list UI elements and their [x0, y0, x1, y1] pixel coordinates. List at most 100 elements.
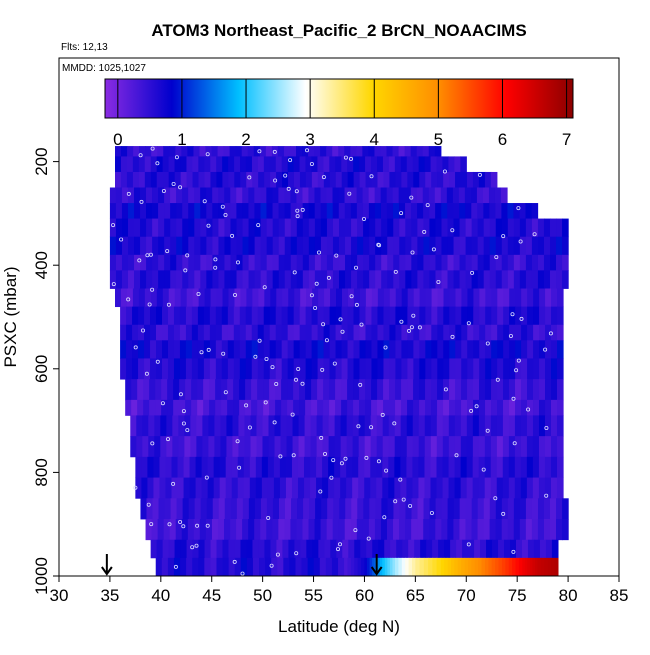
heatmap-cell [197, 379, 204, 401]
heatmap-cell [431, 288, 439, 308]
sample-point [145, 253, 150, 258]
heatmap-cell [256, 415, 264, 437]
heatmap-cell [551, 340, 558, 359]
heatmap-cell [436, 415, 444, 437]
heatmap-cell [199, 519, 207, 541]
heatmap-cell [203, 358, 211, 380]
heatmap-cell [459, 218, 467, 238]
sample-point [469, 408, 474, 413]
heatmap-cell [529, 557, 534, 576]
heatmap-cell [326, 519, 334, 541]
heatmap-cell [320, 270, 328, 289]
heatmap-cell [478, 436, 486, 458]
heatmap-cell [401, 557, 406, 576]
heatmap-cell [287, 340, 295, 359]
heatmap-cell [424, 436, 432, 458]
heatmap-cell [273, 456, 281, 478]
heatmap-cell [371, 379, 378, 401]
heatmap-cell [176, 270, 183, 289]
heatmap-cell [281, 324, 289, 341]
heatmap-cell [233, 324, 241, 341]
heatmap-cell [210, 156, 217, 173]
heatmap-cell [437, 399, 444, 416]
heatmap-cell [332, 236, 340, 256]
colorbar-tick-label: 1 [177, 130, 186, 149]
heatmap-cell [305, 156, 313, 173]
heatmap-cell [537, 254, 545, 271]
heatmap-cell [323, 324, 331, 341]
heatmap-cell [503, 358, 510, 380]
heatmap-cell [308, 203, 316, 219]
heatmap-cell [509, 324, 516, 341]
heatmap-cell [508, 477, 516, 499]
heatmap-cell [132, 358, 139, 380]
heatmap-cell [206, 254, 213, 271]
heatmap-cell [525, 218, 533, 238]
heatmap-cell [419, 379, 426, 401]
heatmap-cell [184, 415, 191, 437]
heatmap-cell [423, 557, 429, 576]
heatmap-cell [220, 415, 228, 437]
heatmap-cell [120, 288, 128, 308]
heatmap-cell [358, 436, 366, 458]
sample-point [392, 421, 397, 426]
heatmap-cell [285, 477, 293, 499]
heatmap-cell [339, 236, 346, 256]
heatmap-cell [166, 436, 173, 458]
heatmap-cell [260, 519, 267, 541]
heatmap-cell [352, 415, 360, 437]
heatmap-cell [164, 236, 171, 256]
heatmap-cell [241, 146, 249, 157]
heatmap-cell [207, 456, 215, 478]
heatmap-cell [376, 436, 384, 458]
heatmap-cell [210, 557, 218, 576]
heatmap-cell [133, 146, 140, 157]
sample-point [178, 520, 183, 525]
heatmap-cell [156, 306, 163, 326]
heatmap-cell [314, 519, 322, 541]
heatmap-cell [134, 218, 141, 238]
heatmap-cell [378, 539, 385, 559]
heatmap-cell [328, 456, 335, 478]
heatmap-cell [176, 498, 184, 520]
heatmap-cell [126, 358, 133, 380]
heatmap-cell [249, 456, 257, 478]
heatmap-cell [491, 358, 498, 380]
heatmap-cell [204, 557, 212, 576]
heatmap-cell [383, 171, 391, 188]
heatmap-cell [374, 203, 382, 219]
heatmap-cell [239, 379, 246, 401]
heatmap-cell [185, 358, 193, 380]
heatmap-cell [425, 171, 432, 188]
heatmap-cell [251, 324, 259, 341]
heatmap-cell [461, 306, 468, 326]
heatmap-cell [453, 519, 461, 541]
heatmap-cell [257, 324, 265, 341]
heatmap-cell [478, 456, 486, 478]
heatmap-cell [545, 539, 553, 559]
heatmap-cell [323, 379, 330, 401]
heatmap-cell [465, 519, 473, 541]
heatmap-cell [236, 236, 244, 256]
heatmap-cell [295, 557, 303, 576]
heatmap-cell [473, 306, 480, 326]
heatmap-cell [311, 171, 319, 188]
heatmap-cell [156, 171, 164, 188]
heatmap-cell [341, 399, 348, 416]
heatmap-cell [267, 477, 275, 499]
heatmap-cell [324, 539, 331, 559]
heatmap-cell [138, 288, 146, 308]
heatmap-cell [314, 254, 322, 271]
heatmap-cell [486, 539, 493, 559]
heatmap-cell [496, 436, 504, 458]
heatmap-cell [283, 146, 291, 157]
heatmap-cell [443, 306, 450, 326]
heatmap-cell [126, 171, 134, 188]
heatmap-cell [519, 519, 527, 541]
heatmap-cell [532, 477, 540, 499]
heatmap-cell [442, 477, 450, 499]
heatmap-cell [197, 324, 205, 341]
sample-point [393, 499, 398, 504]
heatmap-cell [408, 557, 413, 576]
heatmap-cell [261, 477, 269, 499]
